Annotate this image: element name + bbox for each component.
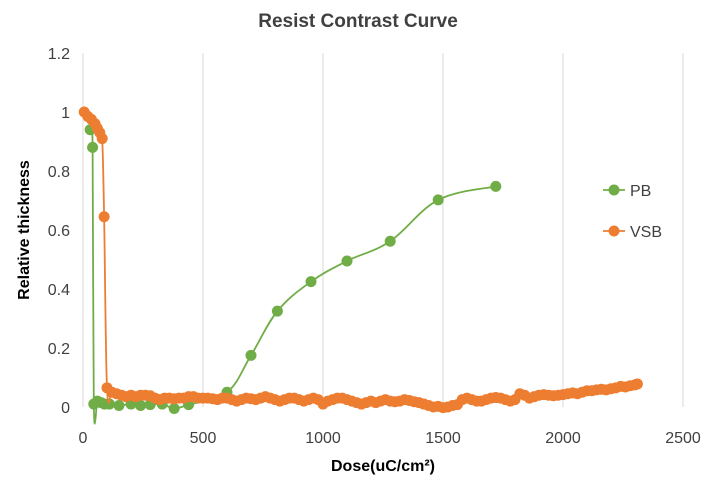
data-point [271, 305, 283, 317]
legend-marker [608, 184, 620, 196]
data-point [98, 211, 110, 223]
x-tick-label: 0 [79, 430, 88, 447]
x-axis-label: Dose(uC/cm²) [331, 458, 435, 475]
y-tick-label: 1 [61, 105, 70, 122]
y-tick-label: 0.8 [48, 164, 70, 181]
data-point [305, 276, 317, 288]
legend-item-vsb: VSB [603, 224, 662, 241]
series-layer [78, 106, 643, 425]
legend-label: VSB [630, 224, 662, 241]
x-tick-label: 2500 [665, 430, 701, 447]
data-point [87, 141, 99, 153]
series-vsb [78, 106, 643, 414]
tick-layer: 0 500 1000 1500 2000 2500 0 0.2 0.4 0.6 0.8 1 1.2 [48, 46, 701, 447]
y-tick-label: 0.6 [48, 223, 70, 240]
x-tick-label: 500 [190, 430, 217, 447]
data-point [168, 402, 180, 414]
data-point [245, 349, 257, 361]
grid-layer [82, 53, 684, 407]
data-point [135, 400, 147, 412]
data-point [113, 400, 125, 412]
data-point [631, 378, 643, 390]
legend-marker [608, 225, 620, 237]
legend-label: PB [630, 183, 651, 200]
x-tick-label: 1500 [425, 430, 461, 447]
data-point [103, 398, 115, 410]
data-point [341, 255, 353, 267]
series-line [83, 111, 638, 409]
legend: PB VSB [603, 183, 662, 241]
x-tick-label: 2000 [545, 430, 581, 447]
data-point [432, 194, 444, 206]
y-axis-label: Relative thickness [16, 160, 33, 300]
y-tick-label: 0.2 [48, 341, 70, 358]
y-tick-label: 1.2 [48, 46, 70, 63]
chart-title: Resist Contrast Curve [258, 11, 458, 32]
data-point [96, 133, 108, 145]
series-pb [84, 119, 502, 425]
series-line [89, 119, 497, 425]
legend-item-pb: PB [603, 183, 651, 200]
data-point [490, 180, 502, 192]
data-point [384, 235, 396, 247]
y-tick-label: 0.4 [48, 282, 70, 299]
x-tick-label: 1000 [305, 430, 341, 447]
y-tick-label: 0 [61, 400, 70, 417]
